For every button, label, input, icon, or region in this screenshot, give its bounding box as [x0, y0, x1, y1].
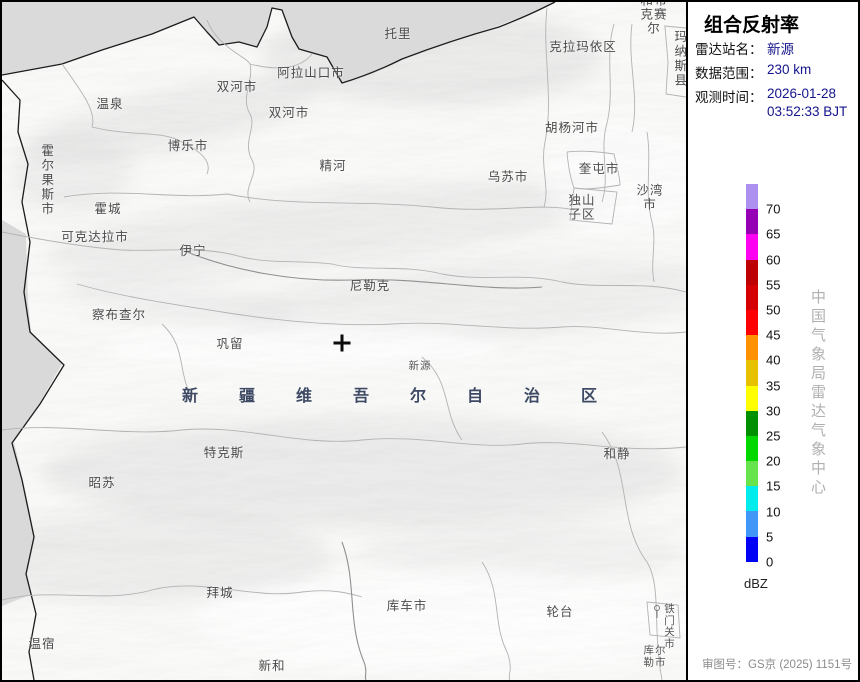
map-label: 温宿	[28, 637, 56, 652]
map-label: 玛纳斯县	[672, 30, 687, 88]
map-label: 轮台	[546, 605, 574, 620]
map-label: 奎屯市	[578, 162, 620, 177]
map-label: 精河	[319, 159, 347, 174]
map-label: 克拉玛依区	[549, 40, 617, 55]
prefecture-boundaries	[186, 251, 543, 680]
colorbar-segment	[746, 284, 758, 310]
colorbar-unit: dBZ	[744, 576, 768, 591]
colorbar-segment	[746, 410, 758, 436]
map-label: 双河市	[216, 80, 258, 95]
map-label: 尼勒克	[349, 279, 391, 294]
terrain-map-svg	[2, 2, 686, 680]
colorbar-tick: 50	[766, 302, 781, 318]
colorbar-tick: 60	[766, 252, 781, 268]
map-label: 和静	[603, 447, 631, 462]
colorbar-segment	[746, 184, 758, 210]
station-label: 雷达站名：	[695, 42, 763, 57]
colorbar-segment	[746, 335, 758, 361]
colorbar-tick: 40	[766, 352, 781, 368]
map-label: 霍城	[94, 202, 122, 217]
station-row: 雷达站名： 新源	[695, 38, 855, 58]
map-label: 库车市	[386, 599, 428, 614]
colorbar-tick: 30	[766, 403, 781, 419]
colorbar-tick: 35	[766, 378, 781, 394]
watermark-text: 中国气象局雷达气象中心	[809, 289, 826, 498]
colorbar	[746, 184, 758, 562]
time-row: 观测时间： 2026-01-28	[695, 86, 855, 106]
range-row: 数据范围： 230 km	[695, 62, 855, 82]
map-label: 新和	[258, 659, 286, 674]
map-label: 伊宁	[179, 244, 207, 259]
colorbar-tick: 15	[766, 478, 781, 494]
map-label: 独山 子区	[568, 193, 596, 221]
map-label: 阿拉山口市	[277, 66, 345, 81]
colorbar-tick: 10	[766, 504, 781, 520]
range-label: 数据范围：	[695, 66, 763, 81]
map-label: 可克达拉市	[61, 230, 129, 245]
colorbar-segment	[746, 536, 758, 562]
time-label: 观测时间：	[695, 90, 763, 105]
map-label: 铁门 关市	[664, 602, 676, 650]
colorbar-segment	[746, 259, 758, 285]
colorbar-tick: 45	[766, 327, 781, 343]
radar-station-marker	[333, 334, 351, 352]
colorbar-tick: 65	[766, 226, 781, 242]
colorbar-tick: 25	[766, 428, 781, 444]
map-label: 沙湾市	[636, 183, 664, 211]
location-pin-icon	[654, 605, 660, 618]
foreign-territory	[2, 2, 555, 606]
map-label: 博乐市	[167, 139, 209, 154]
map-label: 胡杨河市	[544, 121, 600, 136]
info-panel: 组合反射率 雷达站名： 新源 数据范围： 230 km 观测时间： 2026-0…	[688, 2, 858, 680]
colorbar-segment	[746, 511, 758, 537]
time-value-date: 2026-01-28	[767, 86, 837, 101]
map-label: 乌苏市	[487, 170, 529, 185]
station-value: 新源	[767, 42, 794, 57]
map-labels-layer: 和布克赛尔托里克拉玛依区玛纳斯县阿拉山口市双河市双河市温泉胡杨河市博乐市精河奎屯…	[2, 2, 686, 680]
terrain-texture	[2, 2, 686, 680]
colorbar-tick: 55	[766, 277, 781, 293]
colorbar-segment	[746, 385, 758, 411]
colorbar-segment	[746, 309, 758, 336]
range-value: 230 km	[767, 62, 812, 77]
colorbar-tick: 0	[766, 554, 774, 570]
panel-title: 组合反射率	[704, 15, 800, 36]
colorbar-segment	[746, 209, 758, 235]
map-label: 托里	[384, 27, 412, 42]
colorbar-segment	[746, 435, 758, 462]
international-border	[2, 2, 556, 680]
map-label: 昭苏	[88, 476, 116, 491]
colorbar-segment	[746, 461, 758, 487]
map-area: 和布克赛尔托里克拉玛依区玛纳斯县阿拉山口市双河市双河市温泉胡杨河市博乐市精河奎屯…	[2, 2, 688, 680]
colorbar-tick: 20	[766, 453, 781, 469]
map-label: 库尔勒市	[643, 644, 667, 668]
map-label: 巩留	[216, 337, 244, 352]
map-label: 双河市	[268, 106, 310, 121]
map-label: 霍尔果斯市	[39, 143, 54, 217]
colorbar-segment	[746, 486, 758, 512]
map-label: 新源	[408, 360, 432, 373]
map-label: 温泉	[96, 97, 124, 112]
time-value-time: 03:52:33 BJT	[767, 104, 848, 119]
map-label: 察布查尔	[91, 308, 147, 323]
province-label: 新疆维吾尔自治区	[182, 388, 639, 405]
map-approval-number: 审图号：GS京 (2025) 1151号	[702, 659, 852, 671]
colorbar-segment	[746, 234, 758, 260]
map-label: 和布克赛尔	[640, 2, 668, 35]
map-label: 特克斯	[203, 446, 245, 461]
colorbar-tick: 70	[766, 201, 781, 217]
colorbar-segment	[746, 360, 758, 386]
map-label: 拜城	[206, 586, 234, 601]
county-boundaries	[2, 7, 686, 680]
colorbar-tick: 5	[766, 529, 774, 545]
